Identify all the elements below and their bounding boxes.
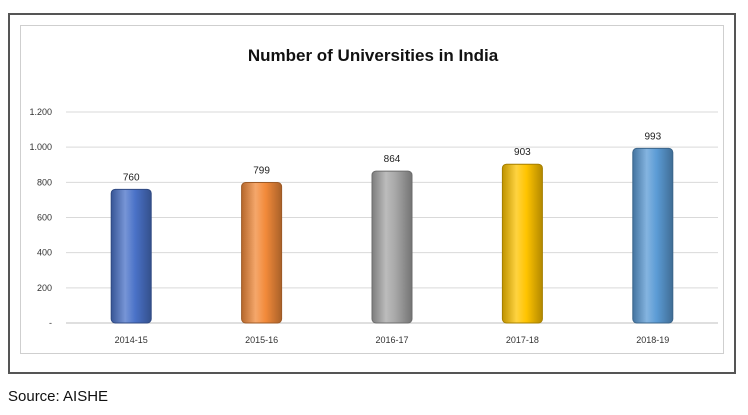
x-tick-label: 2017-18 (506, 335, 539, 345)
x-axis-ticks: 2014-15 2015-16 2016-17 2017-18 2018-19 (115, 335, 670, 345)
value-label: 760 (123, 172, 140, 183)
y-tick-label: - (49, 318, 52, 328)
bar-2016-17 (371, 170, 413, 324)
x-tick-label: 2016-17 (375, 335, 408, 345)
value-labels: 760 799 864 903 993 (123, 131, 662, 183)
source-note: Source: AISHE (8, 388, 109, 405)
value-label: 993 (644, 131, 661, 142)
bars (110, 147, 674, 324)
y-tick-label: 800 (37, 177, 52, 187)
y-tick-label: 600 (37, 213, 52, 223)
y-tick-label: 1.000 (29, 142, 52, 152)
bar-chart: Number of Universities in India - 200 400 6… (29, 46, 718, 345)
y-tick-label: 400 (37, 248, 52, 258)
y-tick-label: 1.200 (29, 107, 52, 117)
value-label: 864 (384, 154, 401, 165)
x-tick-label: 2015-16 (245, 335, 278, 345)
bar-2017-18 (501, 163, 543, 324)
y-tick-label: 200 (37, 283, 52, 293)
chart-title: Number of Universities in India (248, 46, 499, 65)
value-label: 799 (253, 166, 270, 177)
x-tick-label: 2014-15 (115, 335, 148, 345)
bar-2014-15 (110, 188, 152, 324)
y-axis-ticks: - 200 400 600 800 1.000 1.200 (29, 107, 52, 328)
value-label: 903 (514, 147, 531, 158)
bar-2015-16 (241, 182, 283, 324)
x-tick-label: 2018-19 (636, 335, 669, 345)
bar-2018-19 (632, 147, 674, 324)
